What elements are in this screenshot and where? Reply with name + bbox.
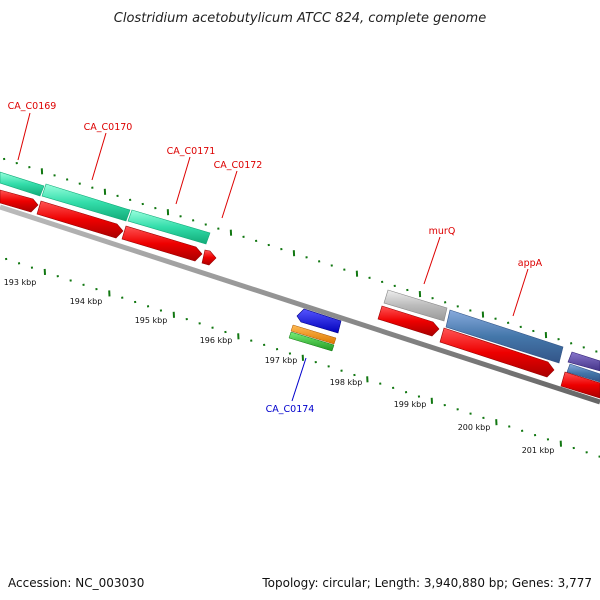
gene-label-ca-c0171[interactable]: CA_C0171 xyxy=(167,146,216,157)
footer-summary: Topology: circular; Length: 3,940,880 bp… xyxy=(261,576,592,590)
leader-ca-c0170 xyxy=(91,132,107,181)
feature-bar-murq[interactable] xyxy=(383,289,448,322)
footer-accession: Accession: NC_003030 xyxy=(8,576,144,590)
kbp-label: 199 kbp xyxy=(394,400,427,409)
leader-ca-c0171 xyxy=(175,156,191,205)
kbp-label: 201 kbp xyxy=(522,446,555,455)
inner-tick-ruler xyxy=(5,257,600,458)
feature-bar-orange[interactable] xyxy=(290,324,337,345)
feature-bar-ca-c0170[interactable] xyxy=(41,183,131,222)
kbp-label: 198 kbp xyxy=(330,378,363,387)
kbp-label: 193 kbp xyxy=(4,278,37,287)
gene-arrow-murq[interactable] xyxy=(377,305,440,337)
gene-arrow-ca-c0171[interactable] xyxy=(121,225,203,262)
reverse-strand-features xyxy=(288,308,342,352)
kbp-label: 194 kbp xyxy=(70,297,103,306)
outer-tick-ruler xyxy=(3,157,598,353)
gene-label-ca-c0174[interactable]: CA_C0174 xyxy=(266,404,315,415)
gene-arrow-ca-c0169[interactable] xyxy=(0,189,39,213)
leader-appa xyxy=(512,268,529,317)
kbp-label: 200 kbp xyxy=(458,423,491,432)
feature-bar-ca-c0171[interactable] xyxy=(127,209,211,245)
kbp-label: 195 kbp xyxy=(135,316,168,325)
gene-arrows-forward xyxy=(0,189,600,399)
feature-bar-ca-c0169[interactable] xyxy=(0,171,45,197)
feature-bar-green[interactable] xyxy=(288,331,335,352)
leader-ca-c0172 xyxy=(221,170,238,219)
label-leader-lines xyxy=(17,112,529,402)
leader-ca-c0174 xyxy=(291,357,307,402)
kbp-label: 197 kbp xyxy=(265,356,298,365)
genome-backbone xyxy=(0,204,600,405)
gene-label-murq[interactable]: murQ xyxy=(429,226,456,237)
kbp-labels: 193 kbp 194 kbp 195 kbp 196 kbp 197 kbp … xyxy=(4,278,555,455)
gene-arrow-ca-c0174[interactable] xyxy=(296,308,342,334)
gene-label-ca-c0172[interactable]: CA_C0172 xyxy=(214,160,263,171)
gene-label-ca-c0170[interactable]: CA_C0170 xyxy=(84,122,133,133)
gene-labels: CA_C0169 CA_C0170 CA_C0171 CA_C0172 murQ… xyxy=(8,101,543,415)
leader-murq xyxy=(423,236,441,285)
feature-bar-appa[interactable] xyxy=(445,309,564,364)
map-title: Clostridium acetobutylicum ATCC 824, com… xyxy=(114,11,486,26)
gene-label-appa[interactable]: appA xyxy=(518,258,543,269)
gene-arrow-appa[interactable] xyxy=(439,327,555,378)
leader-ca-c0169 xyxy=(17,112,31,161)
gene-arrow-ca-c0172[interactable] xyxy=(201,249,217,266)
feature-bars-top xyxy=(0,171,600,383)
gene-arrow-edge[interactable] xyxy=(560,371,600,399)
kbp-label: 196 kbp xyxy=(200,336,233,345)
gene-arrow-ca-c0170[interactable] xyxy=(36,200,124,239)
gene-label-ca-c0169[interactable]: CA_C0169 xyxy=(8,101,57,112)
feature-bar-edge-purple[interactable] xyxy=(567,351,600,372)
feature-bar-edge-blue[interactable] xyxy=(566,363,600,383)
